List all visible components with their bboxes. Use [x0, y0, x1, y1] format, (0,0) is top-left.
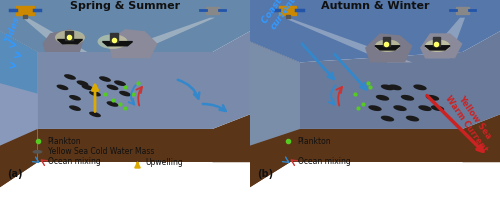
Ellipse shape: [394, 105, 406, 111]
Ellipse shape: [418, 105, 432, 111]
Ellipse shape: [106, 85, 118, 90]
Polygon shape: [250, 129, 300, 187]
Polygon shape: [102, 42, 132, 46]
Polygon shape: [112, 18, 215, 52]
Ellipse shape: [376, 95, 389, 101]
Polygon shape: [16, 6, 34, 15]
Ellipse shape: [406, 116, 419, 121]
Ellipse shape: [388, 84, 402, 90]
Text: Coastal cold
currents: Coastal cold currents: [260, 0, 312, 31]
Polygon shape: [0, 129, 38, 187]
Ellipse shape: [99, 76, 111, 82]
Polygon shape: [22, 18, 88, 52]
Text: Ocean mixing: Ocean mixing: [48, 157, 100, 166]
Polygon shape: [388, 52, 500, 162]
Polygon shape: [250, 42, 300, 187]
Polygon shape: [108, 29, 158, 58]
Ellipse shape: [89, 112, 101, 117]
Ellipse shape: [56, 85, 68, 90]
Ellipse shape: [425, 40, 450, 52]
Text: Yellow Sea Cold Water Mass: Yellow Sea Cold Water Mass: [48, 147, 154, 156]
Text: (a): (a): [8, 169, 23, 179]
Ellipse shape: [64, 74, 76, 80]
Ellipse shape: [69, 95, 81, 100]
Ellipse shape: [381, 84, 394, 90]
Text: (b): (b): [258, 169, 274, 179]
Text: Yellow Sea
Warm Current: Yellow Sea Warm Current: [443, 88, 497, 154]
Ellipse shape: [69, 105, 81, 111]
Polygon shape: [58, 40, 82, 44]
Text: Spring & Summer: Spring & Summer: [70, 1, 180, 11]
Ellipse shape: [375, 40, 400, 52]
Ellipse shape: [55, 30, 85, 45]
Ellipse shape: [414, 84, 426, 90]
Polygon shape: [432, 37, 440, 46]
Ellipse shape: [98, 34, 128, 49]
Polygon shape: [288, 129, 463, 162]
Ellipse shape: [368, 105, 382, 111]
Polygon shape: [0, 31, 38, 146]
Polygon shape: [212, 114, 250, 162]
Polygon shape: [38, 31, 250, 129]
Polygon shape: [250, 42, 300, 146]
Ellipse shape: [431, 105, 444, 111]
Ellipse shape: [32, 150, 42, 154]
Text: Plankton: Plankton: [298, 137, 331, 146]
Ellipse shape: [119, 91, 131, 96]
Ellipse shape: [76, 80, 88, 86]
Polygon shape: [23, 15, 27, 18]
Text: Plankton: Plankton: [48, 137, 81, 146]
Polygon shape: [250, 0, 500, 62]
Polygon shape: [425, 46, 450, 50]
Polygon shape: [0, 31, 38, 187]
Polygon shape: [365, 33, 412, 62]
Polygon shape: [456, 7, 469, 14]
Polygon shape: [462, 114, 500, 162]
Ellipse shape: [401, 95, 414, 101]
Polygon shape: [42, 29, 85, 52]
Polygon shape: [0, 31, 38, 94]
Polygon shape: [286, 15, 290, 18]
Polygon shape: [382, 37, 390, 46]
Ellipse shape: [114, 80, 126, 86]
Text: Ocean mixing: Ocean mixing: [298, 157, 350, 166]
Polygon shape: [206, 7, 219, 14]
Polygon shape: [38, 129, 212, 162]
Ellipse shape: [82, 85, 94, 90]
Ellipse shape: [381, 116, 394, 121]
Polygon shape: [420, 33, 463, 58]
Ellipse shape: [426, 95, 439, 101]
Polygon shape: [285, 18, 412, 62]
Polygon shape: [65, 31, 72, 40]
Polygon shape: [110, 33, 118, 42]
Ellipse shape: [89, 91, 101, 96]
Text: Upwelling: Upwelling: [145, 158, 183, 167]
Polygon shape: [279, 6, 296, 15]
Text: Tides: Tides: [4, 15, 21, 44]
Ellipse shape: [106, 101, 118, 107]
Text: Autumn & Winter: Autumn & Winter: [321, 1, 429, 11]
Polygon shape: [425, 18, 465, 58]
Polygon shape: [0, 0, 250, 52]
Polygon shape: [300, 31, 500, 129]
Polygon shape: [375, 46, 400, 50]
